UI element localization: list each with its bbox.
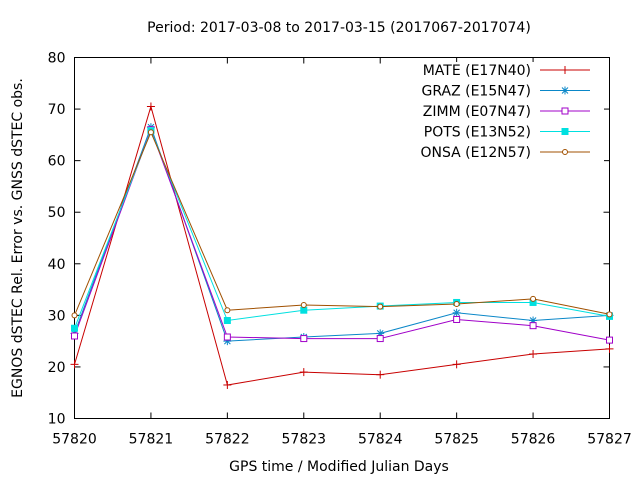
plot-frame <box>74 57 610 419</box>
series-onsa <box>71 129 613 319</box>
data-point <box>452 360 461 369</box>
legend-entry: POTS (E13N52) <box>424 125 590 141</box>
data-point <box>529 322 537 330</box>
y-tick-label: 80 <box>48 51 66 67</box>
data-point <box>376 335 384 343</box>
legend-marker <box>561 128 569 135</box>
legend: MATE (E17N40) GRAZ (E15N47) ZIMM (E07N47) P… <box>406 62 604 162</box>
legend-marker <box>562 149 568 155</box>
axis-ticks: 10 20 30 40 50 60 70 80 57820 57821 57822 57823 5782… <box>48 51 632 448</box>
series-line <box>74 128 610 341</box>
x-tick-label: 57827 <box>587 432 632 448</box>
y-axis-label: EGNOS dSTEC Rel. Error vs. GNSS dSTEC ob… <box>10 78 26 398</box>
y-tick-label: 40 <box>48 257 66 273</box>
series-line <box>74 131 610 316</box>
x-tick-label: 57824 <box>358 432 403 448</box>
data-point <box>452 308 461 317</box>
y-tick-label: 70 <box>48 102 66 118</box>
x-tick-label: 57821 <box>129 432 174 448</box>
data-point <box>529 350 538 359</box>
data-point <box>223 380 232 389</box>
data-point <box>605 344 614 353</box>
data-point <box>300 306 308 314</box>
series-line <box>74 104 610 386</box>
data-point <box>606 336 613 344</box>
x-tick-label: 57825 <box>434 432 479 448</box>
data-point <box>71 324 78 332</box>
series-mate <box>70 102 614 389</box>
series-layer <box>70 102 614 389</box>
x-tick-label: 57820 <box>52 432 97 448</box>
data-point <box>530 295 537 302</box>
legend-background <box>406 62 604 162</box>
y-tick-label: 20 <box>48 360 66 376</box>
data-point <box>147 129 154 136</box>
y-tick-label: 50 <box>48 205 66 221</box>
legend-label: ZIMM (E07N47) <box>423 104 531 120</box>
data-point <box>71 312 78 319</box>
data-point <box>376 370 385 379</box>
y-tick-label: 60 <box>48 154 66 170</box>
data-point <box>453 315 461 323</box>
data-point <box>299 368 308 377</box>
y-tick-label: 10 <box>48 412 66 428</box>
legend-label: ONSA (E12N57) <box>420 145 531 161</box>
data-point <box>453 301 460 308</box>
legend-marker <box>561 66 569 74</box>
x-axis-label: GPS time / Modified Julian Days <box>229 459 449 475</box>
x-tick-label: 57822 <box>205 432 250 448</box>
x-tick-label: 57826 <box>511 432 556 448</box>
data-point <box>223 317 231 325</box>
legend-marker <box>561 86 569 95</box>
data-point <box>70 360 79 369</box>
x-tick-label: 57823 <box>282 432 327 448</box>
y-tick-label: 30 <box>48 308 66 324</box>
data-point <box>224 307 231 314</box>
legend-marker <box>561 107 569 115</box>
chart-title: Period: 2017-03-08 to 2017-03-15 (201706… <box>147 20 531 36</box>
legend-entry: MATE (E17N40) <box>423 63 590 79</box>
legend-entry: ZIMM (E07N47) <box>423 104 590 120</box>
data-point <box>71 332 78 340</box>
data-point <box>300 302 307 309</box>
data-point <box>300 335 308 343</box>
legend-label: MATE (E17N40) <box>423 63 531 79</box>
data-point <box>606 311 613 318</box>
legend-entry: ONSA (E12N57) <box>420 145 590 161</box>
data-point <box>146 102 155 111</box>
legend-label: POTS (E13N52) <box>424 125 531 141</box>
data-point <box>377 303 384 310</box>
legend-label: GRAZ (E15N47) <box>422 84 532 100</box>
legend-entry: GRAZ (E15N47) <box>422 84 590 100</box>
data-point <box>223 333 231 341</box>
